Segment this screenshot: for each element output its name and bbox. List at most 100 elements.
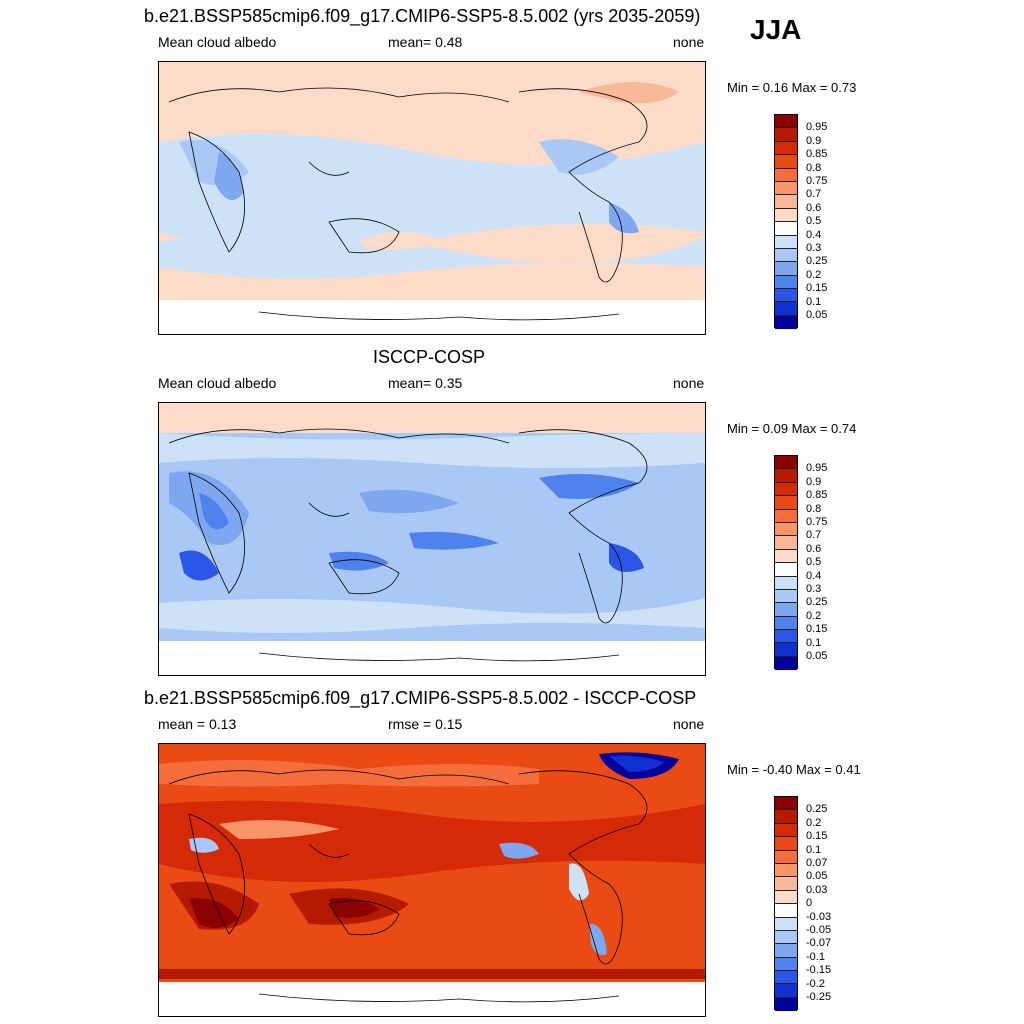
- colorbar-label: 0.15: [806, 282, 828, 294]
- colorbar-bin: [775, 984, 797, 998]
- panel1-title: b.e21.BSSP585cmip6.f09_g17.CMIP6-SSP5-8.…: [144, 6, 701, 26]
- colorbar-bin: [775, 208, 797, 223]
- colorbar-label: 0.3: [806, 583, 822, 595]
- colorbar-label: 0.2: [806, 269, 822, 281]
- colorbar-bin: [775, 456, 797, 470]
- colorbar-label: 0.2: [806, 817, 822, 829]
- colorbar-bin: [775, 168, 797, 182]
- colorbar-bin: [775, 262, 797, 276]
- colorbar-label: 0.8: [806, 162, 822, 174]
- colorbar-bin: [775, 890, 797, 905]
- colorbar-bin: [775, 181, 797, 196]
- panel2-units-label: none: [673, 375, 705, 391]
- colorbar-bin: [775, 930, 797, 945]
- colorbar-label: -0.03: [806, 911, 832, 923]
- panel2-title: ISCCP-COSP: [373, 347, 486, 367]
- colorbar-bin: [775, 248, 797, 263]
- colorbar-bin: [775, 877, 797, 891]
- colorbar-bin: [775, 275, 797, 290]
- panel1-mean-label: mean= 0.48: [388, 34, 463, 50]
- colorbar-bin: [775, 630, 797, 644]
- panel2-minmax: Min = 0.09 Max = 0.74: [727, 421, 857, 436]
- colorbar-label: -0.05: [806, 924, 832, 936]
- colorbar-bin: [775, 469, 797, 483]
- panel1-variable-label: Mean cloud albedo: [158, 34, 277, 50]
- colorbar-bin: [775, 563, 797, 577]
- colorbar-bin: [775, 315, 797, 330]
- panel1-colorbar: [774, 114, 798, 330]
- colorbar-bin: [775, 128, 797, 142]
- colorbar-bin: [775, 155, 797, 169]
- colorbar-label: 0.25: [806, 596, 828, 608]
- colorbar-label: 0.4: [806, 570, 822, 582]
- colorbar-bin: [775, 917, 797, 931]
- colorbar-bin: [775, 549, 797, 564]
- colorbar-bin: [775, 837, 797, 851]
- panel3-mean-label: mean = 0.13: [158, 716, 237, 732]
- colorbar-bin: [775, 536, 797, 550]
- colorbar-bin: [775, 302, 797, 316]
- panel1-units-label: none: [673, 34, 705, 50]
- colorbar-label: 0.6: [806, 543, 822, 555]
- panel2-colorbar: [774, 455, 798, 671]
- panel2-map: [158, 402, 706, 676]
- colorbar-bin: [775, 235, 797, 249]
- colorbar-label: 0.7: [806, 188, 822, 200]
- colorbar-label: -0.25: [806, 991, 832, 1003]
- season-label: JJA: [750, 14, 802, 45]
- colorbar-bin: [775, 656, 797, 671]
- colorbar-label: 0.5: [806, 215, 822, 227]
- colorbar-label: -0.07: [806, 937, 832, 949]
- colorbar-label: 0.95: [806, 121, 828, 133]
- colorbar-bin: [775, 810, 797, 824]
- colorbar-label: 0.75: [806, 516, 828, 528]
- colorbar-bin: [775, 522, 797, 537]
- colorbar-label: 0.6: [806, 202, 822, 214]
- colorbar-bin: [775, 141, 797, 156]
- colorbar-label: 0.7: [806, 529, 822, 541]
- colorbar-label: 0.03: [806, 884, 828, 896]
- colorbar-label: 0.8: [806, 503, 822, 515]
- colorbar-label: 0.2: [806, 610, 822, 622]
- colorbar-bin: [775, 115, 797, 129]
- colorbar-bin: [775, 616, 797, 631]
- colorbar-label: 0.05: [806, 309, 828, 321]
- colorbar-bin: [775, 957, 797, 972]
- panel2-mean-label: mean= 0.35: [388, 375, 463, 391]
- colorbar-label: 0.15: [806, 830, 828, 842]
- colorbar-bin: [775, 850, 797, 864]
- colorbar-label: 0.07: [806, 857, 828, 869]
- colorbar-bin: [775, 904, 797, 918]
- colorbar-label: 0.85: [806, 489, 828, 501]
- colorbar-label: -0.15: [806, 964, 832, 976]
- colorbar-label: 0: [806, 897, 813, 909]
- colorbar-bin: [775, 482, 797, 497]
- colorbar-bin: [775, 496, 797, 510]
- panel1-map: [158, 61, 706, 335]
- colorbar-bin: [775, 863, 797, 878]
- panel3-map: [158, 743, 706, 1017]
- panel2-variable-label: Mean cloud albedo: [158, 375, 277, 391]
- panel3-title: b.e21.BSSP585cmip6.f09_g17.CMIP6-SSP5-8.…: [144, 688, 697, 708]
- colorbar-label: 0.1: [806, 637, 822, 649]
- colorbar-label: 0.9: [806, 476, 822, 488]
- colorbar-label: 0.25: [806, 803, 828, 815]
- colorbar-label: 0.85: [806, 148, 828, 160]
- colorbar-label: -0.2: [806, 978, 825, 990]
- colorbar-bin: [775, 797, 797, 811]
- colorbar-label: 0.9: [806, 135, 822, 147]
- colorbar-bin: [775, 823, 797, 838]
- colorbar-bin: [775, 589, 797, 604]
- panel3-colorbar: [774, 796, 798, 1012]
- colorbar-bin: [775, 509, 797, 523]
- panel3-minmax: Min = -0.40 Max = 0.41: [727, 762, 861, 777]
- colorbar-label: 0.1: [806, 296, 822, 308]
- colorbar-bin: [775, 971, 797, 985]
- panel3-rmse-label: rmse = 0.15: [388, 716, 463, 732]
- colorbar-label: 0.4: [806, 229, 822, 241]
- colorbar-bin: [775, 643, 797, 657]
- colorbar-bin: [775, 603, 797, 617]
- colorbar-label: 0.3: [806, 242, 822, 254]
- colorbar-label: 0.5: [806, 556, 822, 568]
- colorbar-label: 0.75: [806, 175, 828, 187]
